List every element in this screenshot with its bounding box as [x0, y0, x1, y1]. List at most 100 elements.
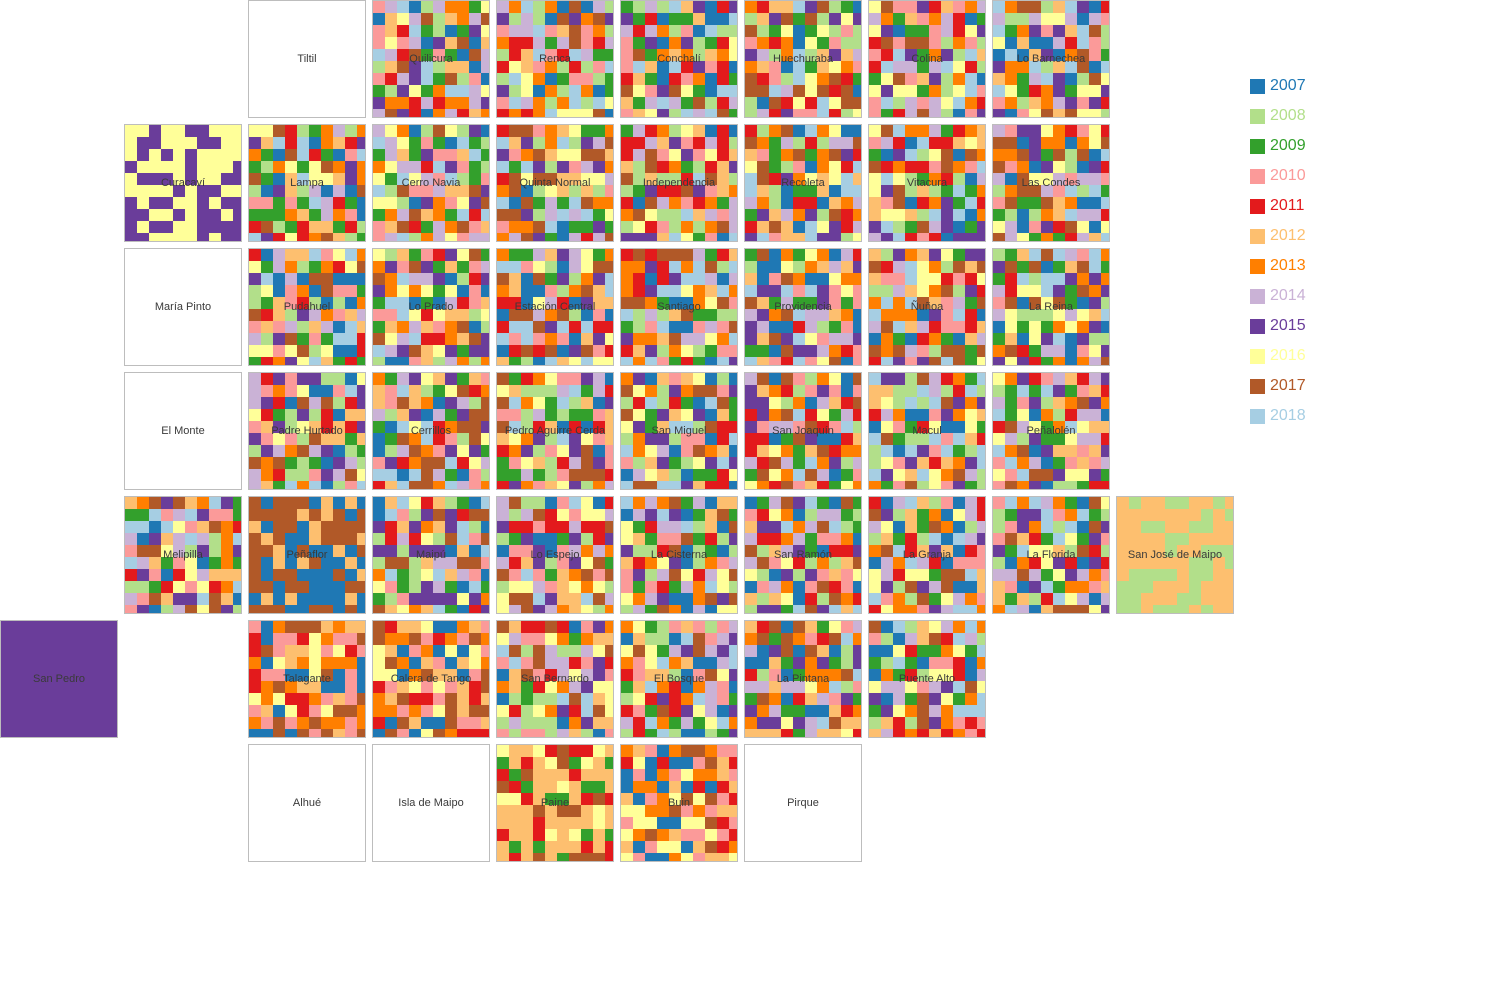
legend-item-2012[interactable]: 2012: [1250, 226, 1306, 246]
legend-item-2014[interactable]: 2014: [1250, 286, 1306, 306]
commune-tile-pedro-aguirre-cerda[interactable]: Pedro Aguirre Cerda: [496, 372, 614, 490]
commune-tile-penaflor[interactable]: Peñaflor: [248, 496, 366, 614]
mosaic-cell: [645, 433, 657, 445]
commune-tile-independencia[interactable]: Independencia: [620, 124, 738, 242]
mosaic-cell: [185, 569, 197, 581]
legend-item-2008[interactable]: 2008: [1250, 106, 1306, 126]
commune-tile-paine[interactable]: Paine: [496, 744, 614, 862]
legend-item-2010[interactable]: 2010: [1250, 166, 1306, 186]
commune-tile-la-florida[interactable]: La Florida: [992, 496, 1110, 614]
commune-tile-san-pedro[interactable]: San Pedro: [0, 620, 118, 738]
mosaic-cell: [421, 261, 433, 273]
mosaic-cell: [457, 273, 469, 285]
mosaic-cell: [1017, 49, 1029, 61]
commune-tile-conchali[interactable]: Conchalí: [620, 0, 738, 118]
commune-tile-san-bernardo[interactable]: San Bernardo: [496, 620, 614, 738]
legend-item-2013[interactable]: 2013: [1250, 256, 1306, 276]
mosaic-cell: [917, 421, 929, 433]
commune-tile-curacavi[interactable]: Curacaví: [124, 124, 242, 242]
commune-tile-santiago[interactable]: Santiago: [620, 248, 738, 366]
mosaic-cell: [621, 161, 633, 173]
mosaic-cell: [533, 829, 545, 841]
commune-tile-recoleta[interactable]: Recoleta: [744, 124, 862, 242]
commune-tile-isla-de-maipo[interactable]: Isla de Maipo: [372, 744, 490, 862]
commune-tile-las-condes[interactable]: Las Condes: [992, 124, 1110, 242]
commune-tile-tiltil[interactable]: Tiltil: [248, 0, 366, 118]
commune-tile-san-ramon[interactable]: San Ramón: [744, 496, 862, 614]
legend-item-2007[interactable]: 2007: [1250, 76, 1306, 96]
commune-tile-providencia[interactable]: Providencia: [744, 248, 862, 366]
commune-tile-lo-prado[interactable]: Lo Prado: [372, 248, 490, 366]
commune-tile-la-pintana[interactable]: La Pintana: [744, 620, 862, 738]
mosaic-cell: [49, 669, 61, 681]
commune-tile-el-bosque[interactable]: El Bosque: [620, 620, 738, 738]
commune-tile-la-reina[interactable]: La Reina: [992, 248, 1110, 366]
mosaic-cell: [757, 533, 769, 545]
mosaic-cell: [929, 221, 941, 233]
commune-tile-penalolen[interactable]: Peñalolén: [992, 372, 1110, 490]
commune-tile-san-joaquin[interactable]: San Joaquín: [744, 372, 862, 490]
commune-tile-san-jose-de-maipo[interactable]: San José de Maipo: [1116, 496, 1234, 614]
mosaic-cell: [817, 569, 829, 581]
mosaic-cell: [965, 433, 977, 445]
commune-tile-la-granja[interactable]: La Granja: [868, 496, 986, 614]
mosaic-cell: [817, 173, 829, 185]
commune-tile-la-cisterna[interactable]: La Cisterna: [620, 496, 738, 614]
mosaic-cell: [261, 693, 273, 705]
commune-tile-san-miguel[interactable]: San Miguel: [620, 372, 738, 490]
legend-item-2018[interactable]: 2018: [1250, 406, 1306, 426]
legend-item-2016[interactable]: 2016: [1250, 346, 1306, 366]
commune-tile-quilicura[interactable]: Quilicura: [372, 0, 490, 118]
mosaic-cell: [757, 109, 769, 117]
commune-tile-melipilla[interactable]: Melipilla: [124, 496, 242, 614]
commune-tile-cerro-navia[interactable]: Cerro Navia: [372, 124, 490, 242]
mosaic-cell: [161, 497, 173, 509]
mosaic-cell: [545, 781, 557, 793]
mosaic-cell: [25, 621, 37, 633]
commune-tile-renca[interactable]: Renca: [496, 0, 614, 118]
commune-tile-lo-espejo[interactable]: Lo Espejo: [496, 496, 614, 614]
legend-item-2011[interactable]: 2011: [1250, 196, 1304, 216]
mosaic-cell: [817, 61, 829, 73]
commune-tile-padre-hurtado[interactable]: Padre Hurtado: [248, 372, 366, 490]
mosaic-cell: [149, 185, 161, 197]
commune-tile-maipu[interactable]: Maipú: [372, 496, 490, 614]
mosaic-cell: [757, 285, 769, 297]
mosaic-cell: [309, 221, 321, 233]
commune-tile-pirque[interactable]: Pirque: [744, 744, 862, 862]
mosaic-cell: [509, 533, 521, 545]
commune-tile-quinta-normal[interactable]: Quinta Normal: [496, 124, 614, 242]
commune-tile-puente-alto[interactable]: Puente Alto: [868, 620, 986, 738]
commune-tile-lo-barnechea[interactable]: Lo Barnechea: [992, 0, 1110, 118]
commune-tile-nunoa[interactable]: Ñuñoa: [868, 248, 986, 366]
mosaic-cell: [605, 1, 613, 13]
legend-item-2017[interactable]: 2017: [1250, 376, 1306, 396]
mosaic-cell: [481, 285, 489, 297]
commune-tile-buin[interactable]: Buin: [620, 744, 738, 862]
legend-item-2015[interactable]: 2015: [1250, 316, 1306, 336]
mosaic-cell: [533, 1, 545, 13]
mosaic-cell: [497, 109, 509, 117]
mosaic-cell: [1153, 545, 1165, 557]
commune-tile-el-monte[interactable]: El Monte: [124, 372, 242, 490]
mosaic-cell: [581, 521, 593, 533]
commune-tile-maria-pinto[interactable]: María Pinto: [124, 248, 242, 366]
commune-tile-lampa[interactable]: Lampa: [248, 124, 366, 242]
commune-tile-vitacura[interactable]: Vitacura: [868, 124, 986, 242]
mosaic-cell: [481, 545, 489, 557]
commune-tile-calera-de-tango[interactable]: Calera de Tango: [372, 620, 490, 738]
mosaic-cell: [185, 533, 197, 545]
commune-tile-talagante[interactable]: Talagante: [248, 620, 366, 738]
commune-tile-macul[interactable]: Macul: [868, 372, 986, 490]
commune-tile-alhue[interactable]: Alhué: [248, 744, 366, 862]
mosaic-cell: [1077, 37, 1089, 49]
mosaic-cell: [881, 545, 893, 557]
commune-tile-huechuraba[interactable]: Huechuraba: [744, 0, 862, 118]
commune-tile-pudahuel[interactable]: Pudahuel: [248, 248, 366, 366]
mosaic-cell: [581, 409, 593, 421]
commune-tile-colina[interactable]: Colina: [868, 0, 986, 118]
legend-item-2009[interactable]: 2009: [1250, 136, 1306, 156]
commune-tile-estacion-central[interactable]: Estación Central: [496, 248, 614, 366]
mosaic-cell: [605, 49, 613, 61]
commune-tile-cerrillos[interactable]: Cerrillos: [372, 372, 490, 490]
